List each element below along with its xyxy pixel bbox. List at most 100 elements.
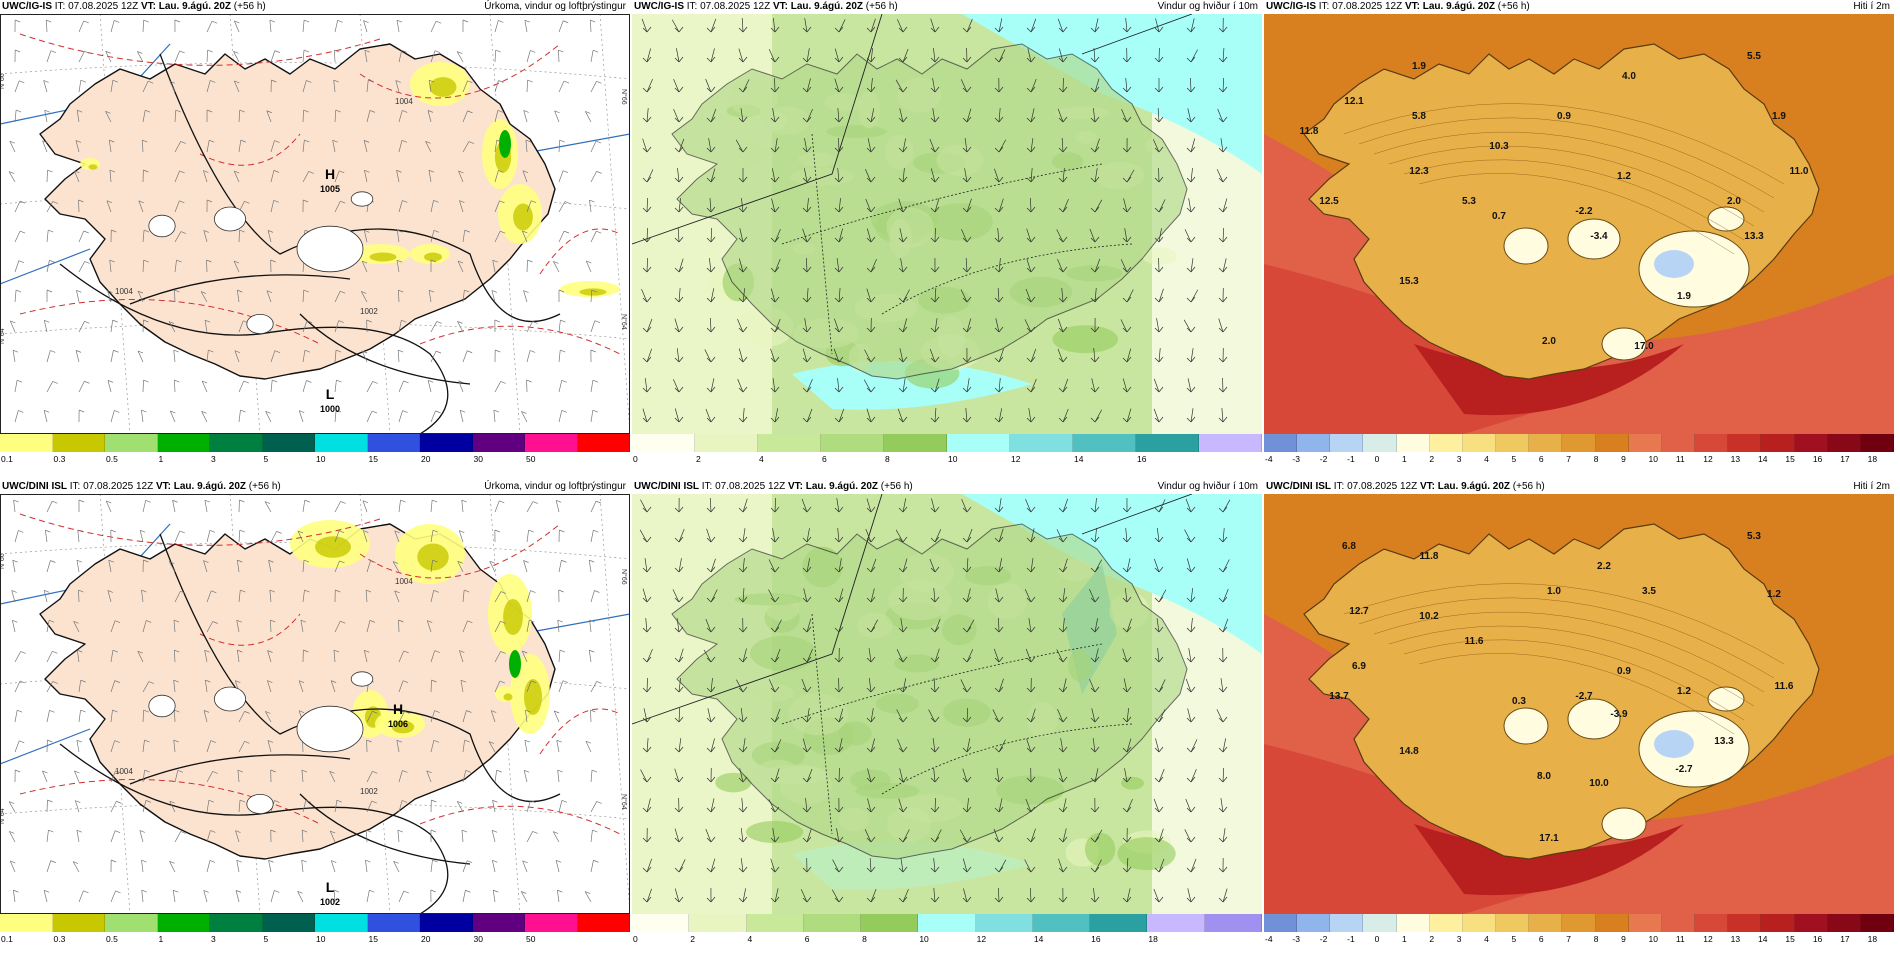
panel-title: Úrkoma, vindur og loftþrýstingur [484,0,626,14]
colorbar-swatch [1828,434,1861,452]
temperature-value-label: 5.3 [1747,531,1761,542]
colorbar-tick-label: 8 [861,933,918,945]
colorbar-tick-label: -1 [1346,933,1373,945]
colorbar-swatch [1828,914,1861,932]
colorbar-tick-label: 0 [1374,933,1401,945]
colorbar-swatch [758,434,821,452]
colorbar-tick-label: -4 [1264,453,1291,465]
colorbar [632,914,1262,932]
colorbar-swatch [1629,914,1662,932]
temperature-value-label: 10.3 [1489,141,1509,152]
colorbar-tick-label: 2 [695,453,758,465]
temperature-value-label: 3.5 [1642,586,1656,597]
colorbar-tick-label: 0 [632,453,695,465]
colorbar-swatch [1136,434,1199,452]
map-panel-precip: UWC/DINI ISL IT: 07.08.2025 12Z VT: Lau.… [0,480,630,958]
colorbar-swatch [1496,914,1529,932]
run-lead: (+56 h) [1498,1,1530,12]
temperature-value-label: 11.6 [1465,636,1484,647]
pressure-center-value: 1006 [388,719,408,729]
colorbar-swatch [210,914,263,932]
colorbar-swatch [884,434,947,452]
run-info: UWC/DINI ISL IT: 07.08.2025 12Z VT: Lau.… [2,480,281,494]
isobar-label: 1004 [115,287,133,296]
run-it: 07.08.2025 12Z [700,1,770,12]
colorbar-swatch [1629,434,1662,452]
colorbar-swatch [105,914,158,932]
colorbar-swatch [1496,434,1529,452]
run-lead: (+56 h) [1513,481,1545,492]
colorbar-swatch [315,914,368,932]
colorbar-tick-label: 1 [158,453,211,465]
panel-title: Hiti í 2m [1853,480,1890,494]
colorbar-tick-label: 17 [1839,933,1866,945]
colorbar-swatch [53,434,106,452]
colorbar-tick-label: 15 [368,933,421,945]
temperature-value-label: 0.7 [1492,211,1506,222]
colorbar-swatch [158,434,211,452]
colorbar-tick-label: 4 [1483,933,1510,945]
isobar-label: 1004 [115,767,133,776]
glacier-area [1708,207,1744,231]
colorbar-swatch [747,914,804,932]
temperature-value-label: -2.2 [1575,206,1593,217]
temperature-value-label: -3.4 [1590,231,1608,242]
latitude-label: N°66 [620,89,628,105]
run-vt: Lau. 9.ágú. 20Z [174,481,246,492]
colorbar-tick-label: 5 [263,453,316,465]
colorbar-swatch [420,914,473,932]
temperature-value-label: 1.0 [1547,586,1561,597]
map-panel-wind: UWC/IG-IS IT: 07.08.2025 12Z VT: Lau. 9.… [632,0,1262,478]
map-panel-precip: UWC/IG-IS IT: 07.08.2025 12Z VT: Lau. 9.… [0,0,630,478]
colorbar-tick-label: 14 [1757,933,1784,945]
colorbar-tick-label: -2 [1319,453,1346,465]
colorbar-tick-label: 6 [821,453,884,465]
temperature-value-label: 5.3 [1462,196,1476,207]
colorbar-tick-label: 12 [1702,933,1729,945]
temperature-value-label: 4.0 [1622,71,1636,82]
colorbar-tick-label: 50 [525,453,578,465]
temperature-value-label: 17.1 [1539,833,1559,844]
colorbar-tick-label: 10 [315,453,368,465]
colorbar-tick-label: -3 [1291,933,1318,945]
colorbar-tick-label: 2 [1428,933,1455,945]
glacier-outline [247,794,273,813]
colorbar-tick-label: 1 [1401,933,1428,945]
run-model: UWC/DINI ISL [2,481,67,492]
colorbar-swatch [1562,434,1595,452]
temperature-value-label: 0.9 [1617,666,1631,677]
colorbar-tick-label: 5 [1511,453,1538,465]
temperature-value-label: 10.2 [1419,611,1439,622]
colorbar-tick-label: 11 [1675,453,1702,465]
colorbar-swatch [1728,914,1761,932]
run-info: UWC/IG-IS IT: 07.08.2025 12Z VT: Lau. 9.… [2,0,266,14]
colorbar-swatch [695,434,758,452]
colorbar-tick-label: 9 [1620,453,1647,465]
colorbar-tick-label: 10 [918,933,975,945]
colorbar-tick-label: 15 [368,453,421,465]
panel-title: Vindur og hviður í 10m [1158,0,1258,14]
run-vt: Lau. 9.ágú. 20Z [159,1,231,12]
pressure-center-letter: L [326,879,335,895]
temperature-value-label: 15.3 [1399,276,1419,287]
latitude-label: N°66 [0,73,6,89]
colorbar-tick-label: 5 [263,933,316,945]
colorbar-swatch [918,914,975,932]
panel-title: Úrkoma, vindur og loftþrýstingur [484,480,626,494]
temperature-value-label: 0.3 [1512,696,1526,707]
colorbar-swatch [53,914,106,932]
pressure-center-letter: L [326,386,335,402]
temperature-value-label: 12.7 [1349,606,1369,617]
temperature-value-label: 2.0 [1542,336,1556,347]
colorbar-swatch [1397,434,1430,452]
colorbar-tick-label: 0 [1374,453,1401,465]
colorbar-tick-label: 8 [1593,453,1620,465]
run-vt: Lau. 9.ágú. 20Z [791,1,863,12]
colorbar-swatch [1463,434,1496,452]
colorbar-swatch [1264,914,1297,932]
colorbar-tick-label: 14 [1073,453,1136,465]
colorbar-swatch [861,914,918,932]
